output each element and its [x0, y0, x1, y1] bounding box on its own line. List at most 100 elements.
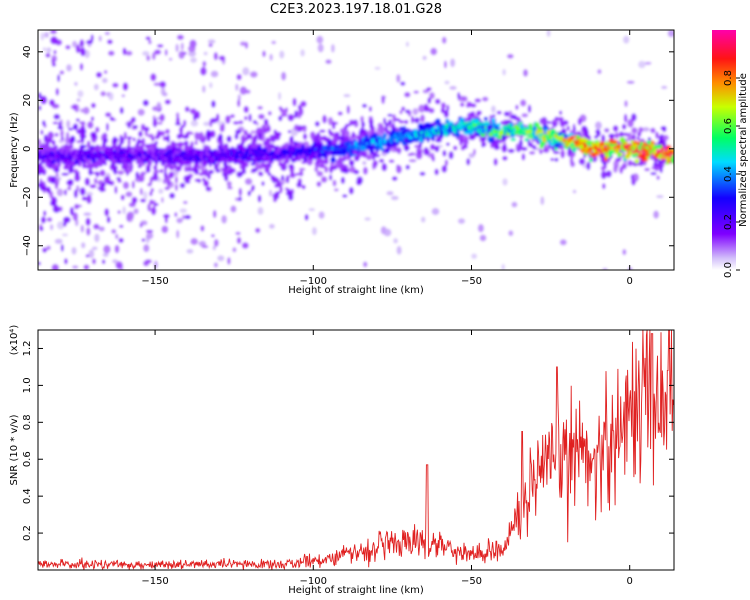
halo-blob — [238, 120, 244, 125]
noise-blob — [118, 237, 124, 243]
ridge-blob — [233, 160, 239, 165]
halo-blob — [215, 113, 220, 122]
noise-blob — [405, 41, 409, 47]
noise-blob — [51, 103, 60, 109]
colorbar-tick-label: 0.2 — [723, 214, 734, 230]
halo-blob — [274, 131, 282, 137]
noise-blob — [281, 71, 287, 81]
halo-blob — [320, 176, 328, 183]
noise-blob — [249, 71, 258, 78]
noise-blob — [602, 267, 608, 270]
spectrogram-panel: −150 −100 −50 0 −40 −20 0 20 40 Height of strai… — [9, 29, 675, 296]
noise-blob — [237, 94, 241, 101]
noise-blob — [150, 73, 157, 82]
halo-blob — [528, 151, 536, 155]
halo-blob — [416, 148, 423, 153]
noise-blob — [122, 82, 129, 91]
halo-blob — [218, 133, 223, 142]
halo-blob — [230, 114, 235, 119]
noise-blob — [71, 247, 77, 255]
halo-blob — [198, 172, 204, 177]
halo-blob — [116, 177, 121, 181]
halo-blob — [188, 165, 192, 169]
halo-blob — [346, 105, 351, 115]
halo-blob — [623, 113, 628, 123]
halo-blob — [278, 161, 283, 167]
halo-blob — [492, 114, 496, 118]
noise-blob — [40, 32, 45, 41]
noise-blob — [227, 257, 231, 265]
noise-blob — [422, 55, 427, 61]
halo-blob — [93, 177, 98, 185]
halo-blob — [119, 106, 124, 115]
halo-blob — [194, 168, 200, 175]
noise-blob — [268, 189, 273, 197]
ridge-blob — [302, 156, 308, 162]
noise-blob — [154, 49, 162, 55]
halo-blob — [278, 115, 283, 122]
halo-blob — [58, 121, 62, 130]
halo-blob — [637, 131, 642, 137]
halo-blob — [331, 165, 337, 171]
halo-blob — [147, 182, 152, 187]
ridge-blob — [641, 155, 647, 162]
noise-blob — [429, 92, 435, 100]
halo-blob — [612, 125, 619, 132]
ridge-blob — [331, 140, 338, 145]
noise-blob — [164, 214, 168, 224]
ridge-blob — [72, 155, 78, 160]
halo-blob — [381, 163, 388, 172]
halo-blob — [573, 127, 577, 131]
halo-blob — [243, 105, 249, 114]
noise-blob — [121, 94, 126, 98]
noise-blob — [143, 260, 150, 267]
noise-blob — [106, 216, 111, 224]
noise-blob — [441, 36, 447, 44]
noise-blob — [61, 233, 69, 237]
ridge-blob — [385, 147, 391, 154]
snr-y-unit: (x10⁴) — [9, 325, 20, 356]
noise-blob — [279, 50, 285, 59]
noise-blob — [133, 208, 139, 215]
halo-blob — [293, 124, 299, 131]
halo-blob — [63, 164, 69, 170]
halo-blob — [344, 123, 351, 127]
halo-blob — [51, 139, 56, 146]
halo-blob — [101, 187, 106, 192]
ridge-blob — [519, 123, 524, 129]
halo-blob — [614, 132, 620, 139]
snr-x-tick-label: −50 — [461, 576, 482, 587]
noise-blob — [143, 191, 148, 201]
halo-blob — [222, 122, 225, 132]
ridge-blob — [510, 122, 514, 128]
ridge-blob — [80, 144, 87, 149]
noise-blob — [624, 100, 628, 108]
halo-blob — [174, 176, 179, 184]
halo-blob — [297, 182, 302, 187]
halo-blob — [520, 146, 528, 151]
halo-blob — [444, 159, 449, 167]
halo-blob — [586, 161, 591, 171]
noise-blob — [46, 245, 51, 251]
halo-blob — [40, 129, 44, 135]
halo-blob — [150, 188, 154, 193]
halo-blob — [316, 170, 324, 177]
noise-blob — [65, 45, 71, 50]
halo-blob — [252, 120, 257, 125]
noise-blob — [44, 31, 50, 38]
noise-blob — [85, 40, 94, 44]
noise-blob — [80, 224, 85, 233]
noise-blob — [42, 247, 48, 253]
spectrogram-frame — [37, 29, 675, 271]
halo-blob — [631, 127, 638, 134]
halo-blob — [202, 177, 206, 182]
noise-blob — [667, 30, 674, 38]
noise-blob — [176, 229, 180, 239]
halo-blob — [369, 121, 373, 130]
halo-blob — [60, 136, 64, 141]
halo-blob — [387, 119, 393, 125]
noise-blob — [190, 120, 199, 127]
noise-blob — [81, 242, 86, 249]
halo-blob — [292, 140, 297, 145]
halo-blob — [194, 178, 202, 183]
